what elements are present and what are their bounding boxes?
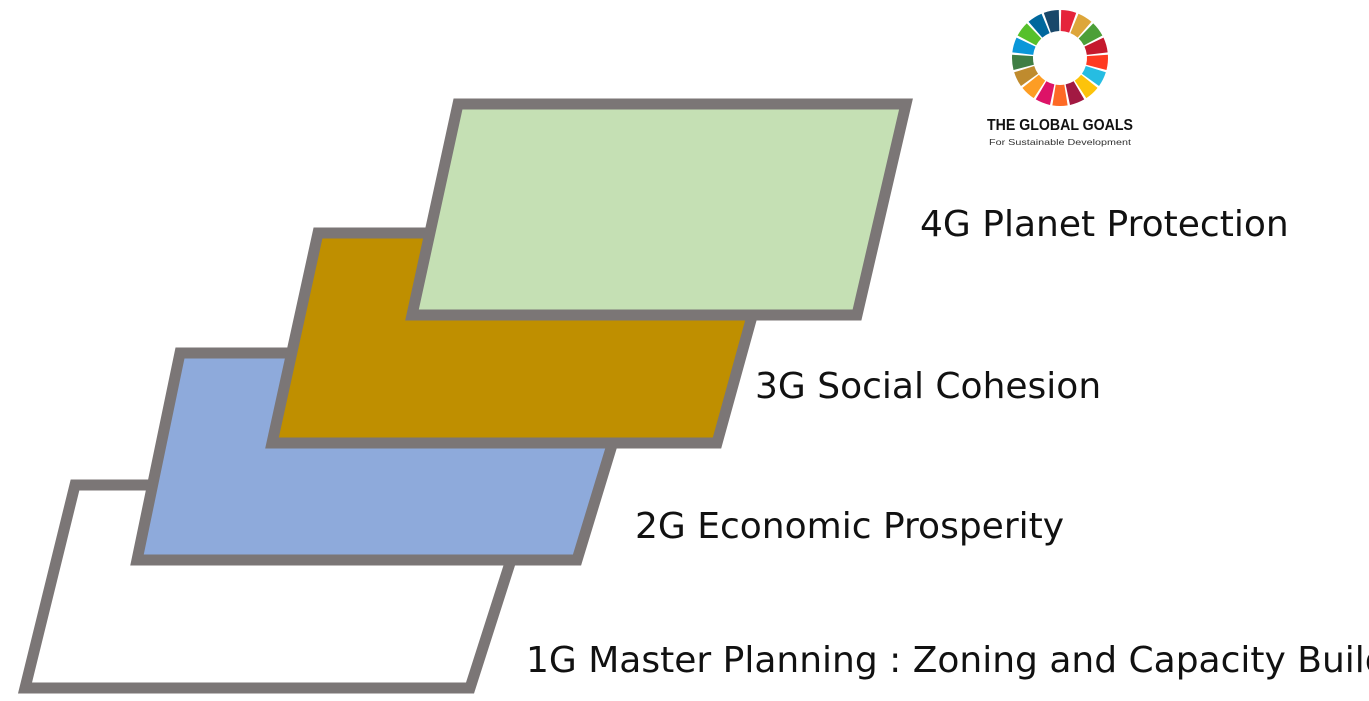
sdg-wheel-segment	[1035, 81, 1055, 105]
sdg-wheel-segment	[1043, 10, 1060, 33]
sdg-wheel-segment	[1028, 13, 1050, 38]
sdg-wheel-segment	[1012, 37, 1036, 55]
sdg-wheel-segment	[1017, 23, 1042, 46]
sdg-wheel-segment	[1014, 66, 1039, 86]
layer-2g-label: 2G Economic Prosperity	[635, 506, 1064, 547]
sdg-wheel-segment	[1078, 23, 1103, 46]
layer-4g-plane	[405, 98, 913, 321]
sdg-wheel-segment	[1074, 74, 1098, 99]
sdg-wheel-segment	[1070, 13, 1092, 38]
logo-title: THE GLOBAL GOALS	[987, 117, 1133, 134]
sdg-wheel-segment	[1081, 66, 1106, 86]
sdg-wheel-segment	[1012, 54, 1034, 70]
sdg-wheel-segment	[1022, 74, 1046, 99]
layer-3g-label: 3G Social Cohesion	[755, 366, 1101, 407]
layer-4g-label: 4G Planet Protection	[920, 204, 1289, 245]
sdg-wheel-segment	[1084, 37, 1108, 55]
sdg-wheel-icon	[1012, 10, 1108, 106]
sdg-wheel-segment	[1086, 54, 1108, 70]
global-goals-logo: THE GLOBAL GOALS For Sustainable Develop…	[987, 10, 1133, 147]
logo-subtitle: For Sustainable Development	[989, 137, 1132, 147]
sdg-wheel-segment	[1060, 10, 1077, 33]
sdg-wheel-segment	[1052, 84, 1068, 106]
layer-1g-label: 1G Master Planning : Zoning and Capacity…	[526, 640, 1369, 681]
sdg-wheel-segment	[1065, 81, 1085, 105]
